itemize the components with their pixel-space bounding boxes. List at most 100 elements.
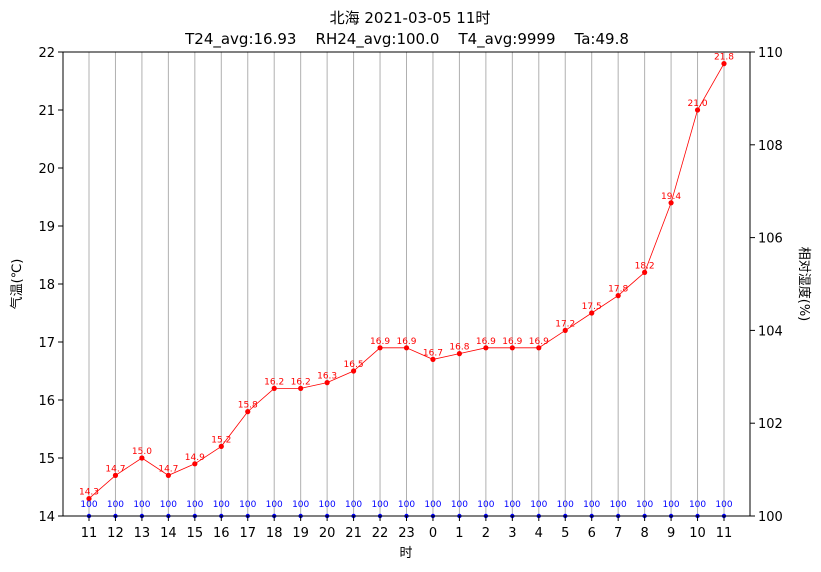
x-tick-label: 8 (640, 526, 648, 541)
humidity-data-label: 100 (107, 500, 124, 510)
x-tick-label: 4 (535, 526, 543, 541)
y-tick-label-left: 19 (38, 220, 55, 235)
temperature-point (668, 200, 674, 206)
temperature-data-label: 16.9 (529, 337, 549, 347)
temperature-data-label: 15.0 (132, 447, 152, 457)
x-tick-label: 11 (81, 526, 98, 541)
temperature-point (589, 310, 595, 316)
x-tick-label: 20 (319, 526, 336, 541)
temperature-data-label: 16.9 (370, 337, 390, 347)
humidity-data-label: 100 (557, 500, 574, 510)
temperature-point (86, 496, 92, 502)
humidity-data-label: 100 (213, 500, 230, 510)
x-tick-label: 15 (187, 526, 204, 541)
humidity-data-label: 100 (689, 500, 706, 510)
humidity-data-label: 100 (610, 500, 627, 510)
temperature-point (456, 351, 463, 357)
temperature-data-label: 16.2 (291, 377, 311, 387)
temperature-data-label: 14.3 (79, 488, 99, 498)
temperature-point (430, 356, 436, 362)
humidity-data-label: 100 (266, 500, 283, 510)
temperature-data-label: 16.8 (449, 343, 469, 353)
x-tick-label: 23 (398, 526, 415, 541)
x-tick-label: 16 (213, 526, 230, 541)
chart-title: 北海 2021-03-05 11时 (330, 9, 491, 27)
temperature-data-label: 21.8 (714, 53, 734, 63)
temperature-data-label: 17.5 (582, 302, 602, 312)
humidity-data-label: 100 (504, 500, 521, 510)
x-tick-label: 13 (134, 526, 151, 541)
humidity-data-label: 100 (239, 500, 256, 510)
temperature-data-label: 16.9 (476, 337, 496, 347)
y-tick-label-right: 110 (758, 46, 783, 61)
temperature-data-label: 16.5 (344, 360, 364, 370)
temperature-data-label: 16.7 (423, 348, 443, 358)
temperature-data-label: 17.8 (608, 285, 628, 295)
temperature-data-label: 18.2 (635, 261, 655, 271)
temperature-data-label: 21.0 (688, 99, 708, 109)
x-tick-label: 6 (588, 526, 596, 541)
humidity-data-label: 100 (80, 500, 97, 510)
temperature-data-label: 15.8 (238, 401, 258, 411)
temperature-point (112, 472, 119, 478)
temperature-point (271, 385, 277, 391)
temperature-point (139, 455, 145, 461)
x-tick-label: 1 (455, 526, 463, 541)
temperature-point (536, 345, 542, 351)
y-tick-label-left: 20 (38, 162, 55, 177)
humidity-data-label: 100 (477, 500, 494, 510)
x-tick-label: 21 (345, 526, 362, 541)
humidity-data-label: 100 (186, 500, 203, 510)
humidity-data-label: 100 (424, 500, 441, 510)
temperature-data-label: 16.2 (264, 377, 284, 387)
y-tick-label-right: 102 (758, 417, 783, 432)
x-tick-label: 3 (508, 526, 516, 541)
x-tick-label: 2 (482, 526, 490, 541)
humidity-data-label: 100 (662, 500, 679, 510)
temperature-point (642, 269, 648, 275)
temperature-data-label: 19.4 (661, 192, 681, 202)
y-tick-label-right: 100 (758, 510, 783, 525)
y-tick-label-right: 108 (758, 139, 783, 154)
x-tick-label: 0 (429, 526, 437, 541)
humidity-data-label: 100 (451, 500, 468, 510)
temperature-point (721, 61, 727, 67)
y-tick-label-left: 22 (38, 46, 55, 61)
temperature-point (245, 409, 251, 415)
x-tick-label: 17 (239, 526, 256, 541)
temperature-point (165, 472, 171, 478)
x-axis-label: 时 (399, 546, 412, 561)
temperature-data-label: 14.7 (158, 464, 178, 474)
temperature-data-label: 16.3 (317, 372, 337, 382)
x-tick-label: 12 (107, 526, 124, 541)
temperature-point (350, 368, 357, 374)
y-axis-label-right: 相对湿度(%) (796, 247, 812, 322)
y-tick-label-left: 15 (38, 452, 55, 467)
temperature-data-label: 14.9 (185, 453, 205, 463)
x-tick-label: 10 (689, 526, 706, 541)
humidity-data-label: 100 (319, 500, 336, 510)
y-tick-label-left: 21 (38, 104, 55, 119)
data-labels: 14.3 14.7 15.0 14.7 14.9 15.2 15.8 16.2 16.2 16.3… (79, 53, 734, 510)
y-tick-label-right: 106 (758, 232, 783, 247)
x-tick-label: 9 (667, 526, 675, 541)
y-tick-label-left: 14 (38, 510, 55, 525)
temperature-point (483, 345, 489, 351)
x-tick-label: 5 (561, 526, 569, 541)
y-tick-label-right: 104 (758, 324, 783, 339)
x-tick-label: 18 (266, 526, 283, 541)
temperature-point (377, 345, 383, 351)
temperature-point (192, 461, 198, 467)
x-tick-label: 11 (716, 526, 733, 541)
temperature-point (694, 107, 701, 113)
y-tick-label-left: 17 (38, 336, 55, 351)
humidity-data-label: 100 (371, 500, 388, 510)
tick-labels: 11 12 13 14 15 16 17 18 19 20 21 22 23 0 1 2 3 4 5 6 7 8 9 10 11… (38, 46, 782, 541)
humidity-data-label: 100 (530, 500, 547, 510)
y-tick-label-left: 18 (38, 278, 55, 293)
humidity-data-label: 100 (292, 500, 309, 510)
temperature-data-label: 16.9 (396, 337, 416, 347)
x-tick-label: 14 (160, 526, 177, 541)
temperature-point (509, 345, 515, 351)
